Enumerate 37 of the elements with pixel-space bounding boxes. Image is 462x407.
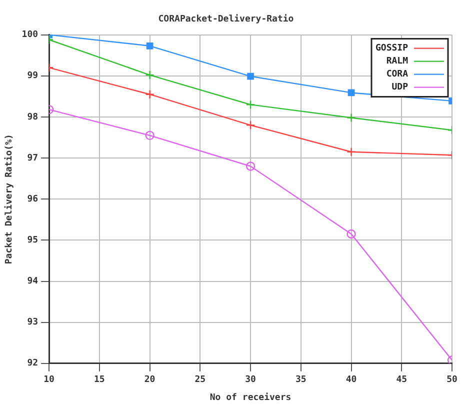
point (348, 89, 355, 96)
x-tick-label: 30 (245, 375, 256, 386)
y-tick-label: 95 (27, 236, 38, 246)
point (346, 229, 356, 239)
legend-label: CORA (386, 70, 409, 80)
point (346, 113, 356, 122)
x-tick-label: 50 (446, 375, 458, 386)
point (246, 100, 256, 110)
x-tick-label: 20 (144, 375, 156, 386)
legend-label: RALM (386, 56, 409, 67)
chart-title: CORAPacket-Delivery-Ratio (158, 14, 294, 25)
y-tick-label: 99 (27, 71, 38, 82)
point (346, 147, 356, 156)
point (246, 120, 256, 130)
point (145, 130, 154, 140)
point (145, 70, 154, 80)
x-tick-label: 45 (396, 375, 408, 386)
x-tick-label: 40 (346, 375, 357, 386)
y-tick-label: 100 (22, 30, 38, 40)
y-tick-label: 97 (27, 153, 38, 164)
y-axis-title: Packet Delivery Ratio(%) (4, 134, 15, 264)
point (146, 42, 154, 50)
x-tick-label: 15 (94, 375, 105, 386)
y-tick-label: 92 (27, 358, 38, 369)
legend-label: GOSSIP (375, 44, 409, 54)
y-tick-label: 94 (27, 276, 39, 287)
x-tick-label: 35 (295, 375, 306, 386)
y-tick-label: 93 (27, 318, 38, 328)
y-tick-label: 96 (27, 194, 38, 204)
legend-label: UDP (392, 82, 409, 93)
y-tick-label: 98 (27, 112, 38, 122)
x-axis-title: No of receivers (210, 392, 292, 403)
point (247, 72, 254, 80)
x-tick-label: 25 (194, 375, 206, 386)
point (246, 162, 256, 171)
point (145, 90, 154, 99)
x-tick-label: 10 (44, 375, 54, 386)
